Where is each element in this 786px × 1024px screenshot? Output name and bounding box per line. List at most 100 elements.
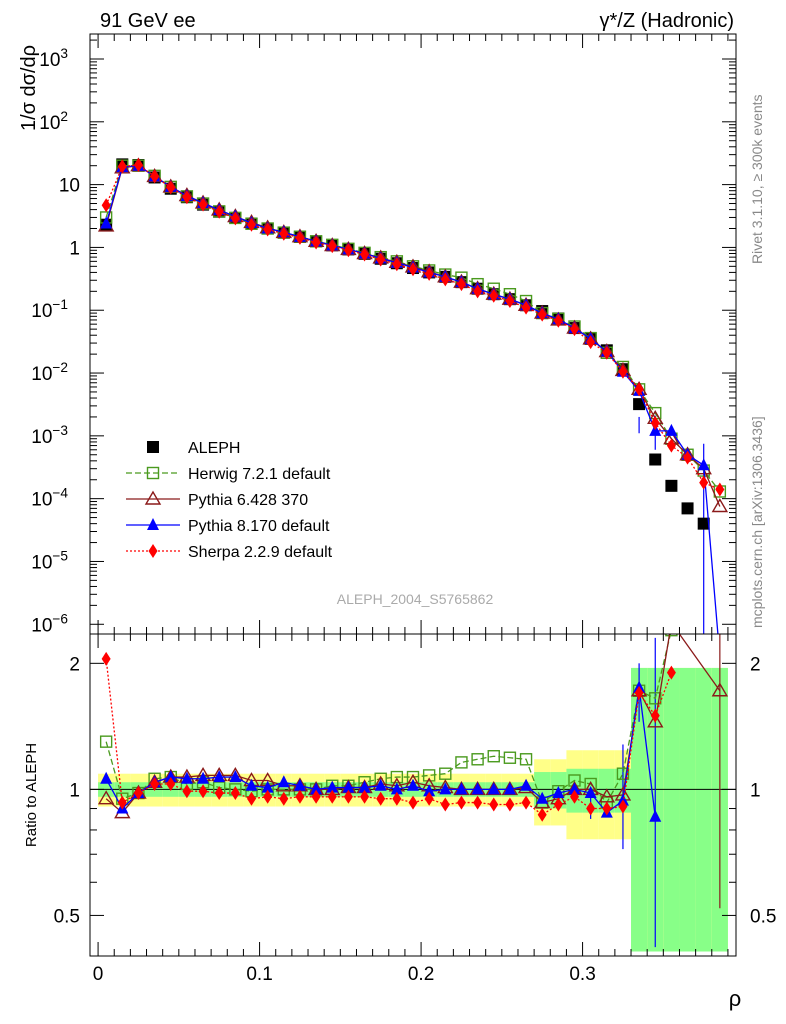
ratio-series-2-point [277, 775, 290, 788]
ratio-series-3-point [618, 799, 628, 814]
series-4-point [489, 288, 499, 303]
series-4-point [505, 294, 515, 309]
x-tick-label: 0.3 [569, 964, 595, 985]
legend-marker [147, 518, 159, 530]
process-label: γ*/Z (Hadronic) [600, 10, 734, 32]
ratio-series-0-point [649, 692, 662, 705]
y-tick-label: 10−1 [31, 297, 68, 322]
series-4-point [683, 450, 693, 465]
ratio-series-3-point [182, 784, 192, 799]
legend-label: Pythia 8.170 default [188, 518, 330, 535]
series-4-point [424, 266, 434, 281]
ratio-series-2-point [293, 778, 306, 791]
series-4-point [602, 345, 612, 360]
series-4-point [117, 159, 127, 174]
ratio-series-2-point [552, 786, 565, 799]
y-tick-label: 102 [39, 109, 68, 134]
series-4-point [618, 364, 628, 379]
y-tick-label: 1 [69, 238, 80, 259]
ratio-series-1-point [664, 616, 678, 628]
series-4-point [311, 235, 321, 250]
ratio-series-2-point [471, 782, 484, 795]
y-tick-label: 103 [39, 46, 68, 71]
band-stat [679, 667, 696, 952]
series-4-point [666, 438, 676, 453]
ratio-series-2-point [310, 782, 323, 795]
series-4-point [586, 335, 596, 350]
legend-label: ALEPH [188, 440, 240, 457]
ratio-series-2-point [261, 780, 274, 793]
ratio-series-2-point [164, 770, 177, 783]
ratio-series-3-point [489, 797, 499, 812]
ratio-series-2-point [100, 771, 113, 784]
ratio-series-2-point [649, 809, 662, 822]
ratio-series-3-point [586, 801, 596, 816]
y-tick-label: 10−3 [31, 423, 68, 448]
ratio-series-0-point [422, 769, 436, 782]
x-tick-label: 0.2 [408, 964, 434, 985]
ratio-series-3-point [553, 797, 563, 812]
y-tick-label: 10−2 [31, 360, 68, 385]
legend-label: Sherpa 2.2.9 default [188, 544, 333, 561]
series-4-point [230, 211, 240, 226]
ratio-series-3-point [214, 786, 224, 801]
ratio-series-3-point [360, 789, 370, 804]
ratio-y-axis-label: Ratio to ALEPH [23, 743, 40, 847]
series-4-point [634, 382, 644, 397]
legend-marker [144, 490, 162, 505]
ratio-series-0-point [503, 751, 517, 764]
ratio-series-1-point [711, 682, 729, 697]
series-3-point [100, 216, 113, 229]
series-4-point [570, 322, 579, 337]
series-4-point [699, 475, 709, 490]
ratio-series-0-point [455, 756, 468, 769]
series-3-point [697, 458, 710, 471]
ratio-series-2-point [407, 778, 419, 791]
ratio-series-3-point [311, 789, 321, 804]
series-3-point [665, 423, 678, 436]
ratio-plot-frame [89, 633, 737, 957]
ratio-series-2-point [390, 782, 403, 795]
ratio-series-2-point [536, 791, 549, 804]
ratio-y-tick-label: 1 [69, 780, 80, 801]
ratio-series-3-point [650, 708, 660, 723]
ratio-series-3-point [263, 789, 273, 804]
series-4-point [456, 277, 466, 292]
series-4-point [408, 262, 418, 277]
ratio-series-2-point [455, 782, 468, 795]
ratio-series-3-point [230, 786, 240, 801]
ratio-series-0-point [665, 634, 678, 637]
series-4-point [327, 239, 337, 254]
main-series [97, 157, 729, 634]
ratio-series-2-point [358, 780, 371, 793]
series-4-point [343, 243, 353, 258]
ratio-series-3-point [456, 795, 466, 810]
ratio-series-3-point [521, 795, 531, 810]
ratio-series-3-point [424, 791, 434, 806]
ratio-series-2-point [503, 782, 516, 795]
ratio-uncertainty-bands [90, 667, 736, 952]
series-4-point [440, 272, 450, 287]
series-4-point [473, 284, 483, 299]
ratio-series-3-point [295, 789, 305, 804]
series-4-point [198, 197, 208, 212]
ratio-series-3-point [117, 795, 127, 810]
ratio-series-2-point [245, 778, 258, 791]
ratio-series-3-point [376, 791, 386, 806]
ratio-series-3-point [133, 786, 143, 801]
ratio-series-2-point [584, 786, 597, 799]
ratio-series-0-point [519, 753, 533, 766]
ratio-series-3-point [166, 776, 176, 791]
x-axis-label: ρ [729, 986, 742, 1011]
ratio-series-2-point [213, 770, 226, 783]
series-4-point [214, 204, 224, 219]
legend-marker [148, 544, 158, 558]
series-2-point [711, 498, 729, 513]
ratio-series-2-point [180, 771, 193, 784]
ratio-series-2-point [342, 780, 355, 793]
ratio-series-2-point [568, 782, 581, 795]
series-4-point [715, 482, 725, 497]
ratio-y-tick-label: 2 [750, 654, 761, 675]
series-4-point [521, 300, 531, 315]
